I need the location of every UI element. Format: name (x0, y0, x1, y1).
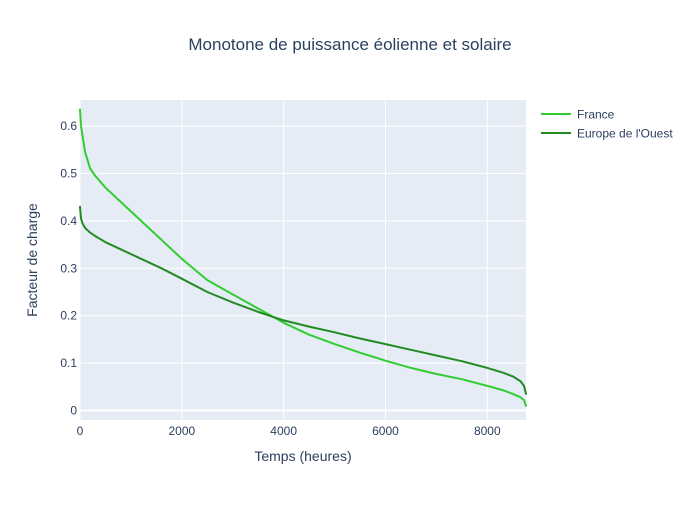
y-axis-label: Facteur de charge (24, 203, 40, 317)
legend-item-europe-de-l-ouest[interactable]: Europe de l'Ouest (541, 127, 673, 141)
series-line-europe-de-l-ouest (79, 205, 527, 395)
x-tick-label: 0 (77, 424, 84, 438)
chart-title: Monotone de puissance éolienne et solair… (188, 35, 511, 54)
series-layer (79, 108, 527, 407)
legend-label-france: France (577, 108, 615, 122)
x-tick-label: 8000 (474, 424, 501, 438)
legend-label-europe-de-l-ouest: Europe de l'Ouest (577, 127, 673, 141)
legend: France Europe de l'Ouest (541, 108, 673, 141)
y-tick-label: 0 (70, 404, 77, 418)
legend-item-france[interactable]: France (541, 108, 615, 122)
y-tick-label: 0.2 (60, 309, 77, 323)
y-tick-label: 0.1 (60, 356, 77, 370)
y-tick-label: 0.3 (60, 261, 77, 275)
y-tick-label: 0.4 (60, 214, 77, 228)
y-tick-label: 0.5 (60, 166, 77, 180)
x-axis-label: Temps (heures) (254, 448, 351, 464)
x-tick-label: 4000 (270, 424, 297, 438)
x-tick-label: 2000 (168, 424, 195, 438)
grid-lines (79, 100, 526, 420)
y-tick-label: 0.6 (60, 119, 77, 133)
x-tick-label: 6000 (372, 424, 399, 438)
axes-layer: 0 2000 4000 6000 8000 0 0.1 0.2 0.3 0.4 0.5 0.6 (60, 119, 501, 438)
plot-area (80, 100, 526, 420)
